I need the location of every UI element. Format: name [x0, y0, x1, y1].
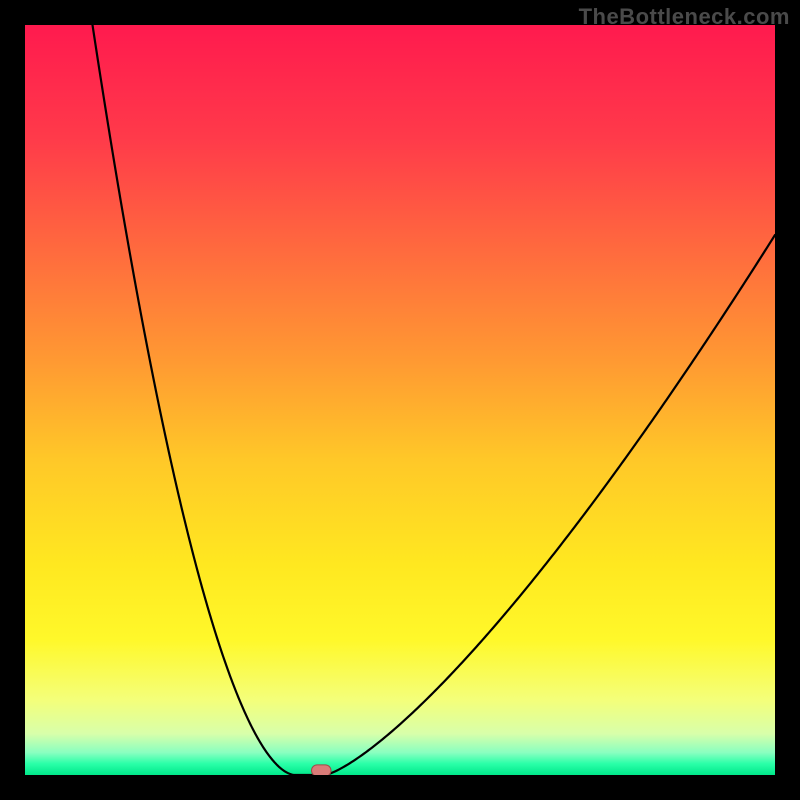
- plot-area-gradient-background: [25, 25, 775, 775]
- current-config-marker: [312, 765, 332, 776]
- bottleneck-chart: [0, 0, 800, 800]
